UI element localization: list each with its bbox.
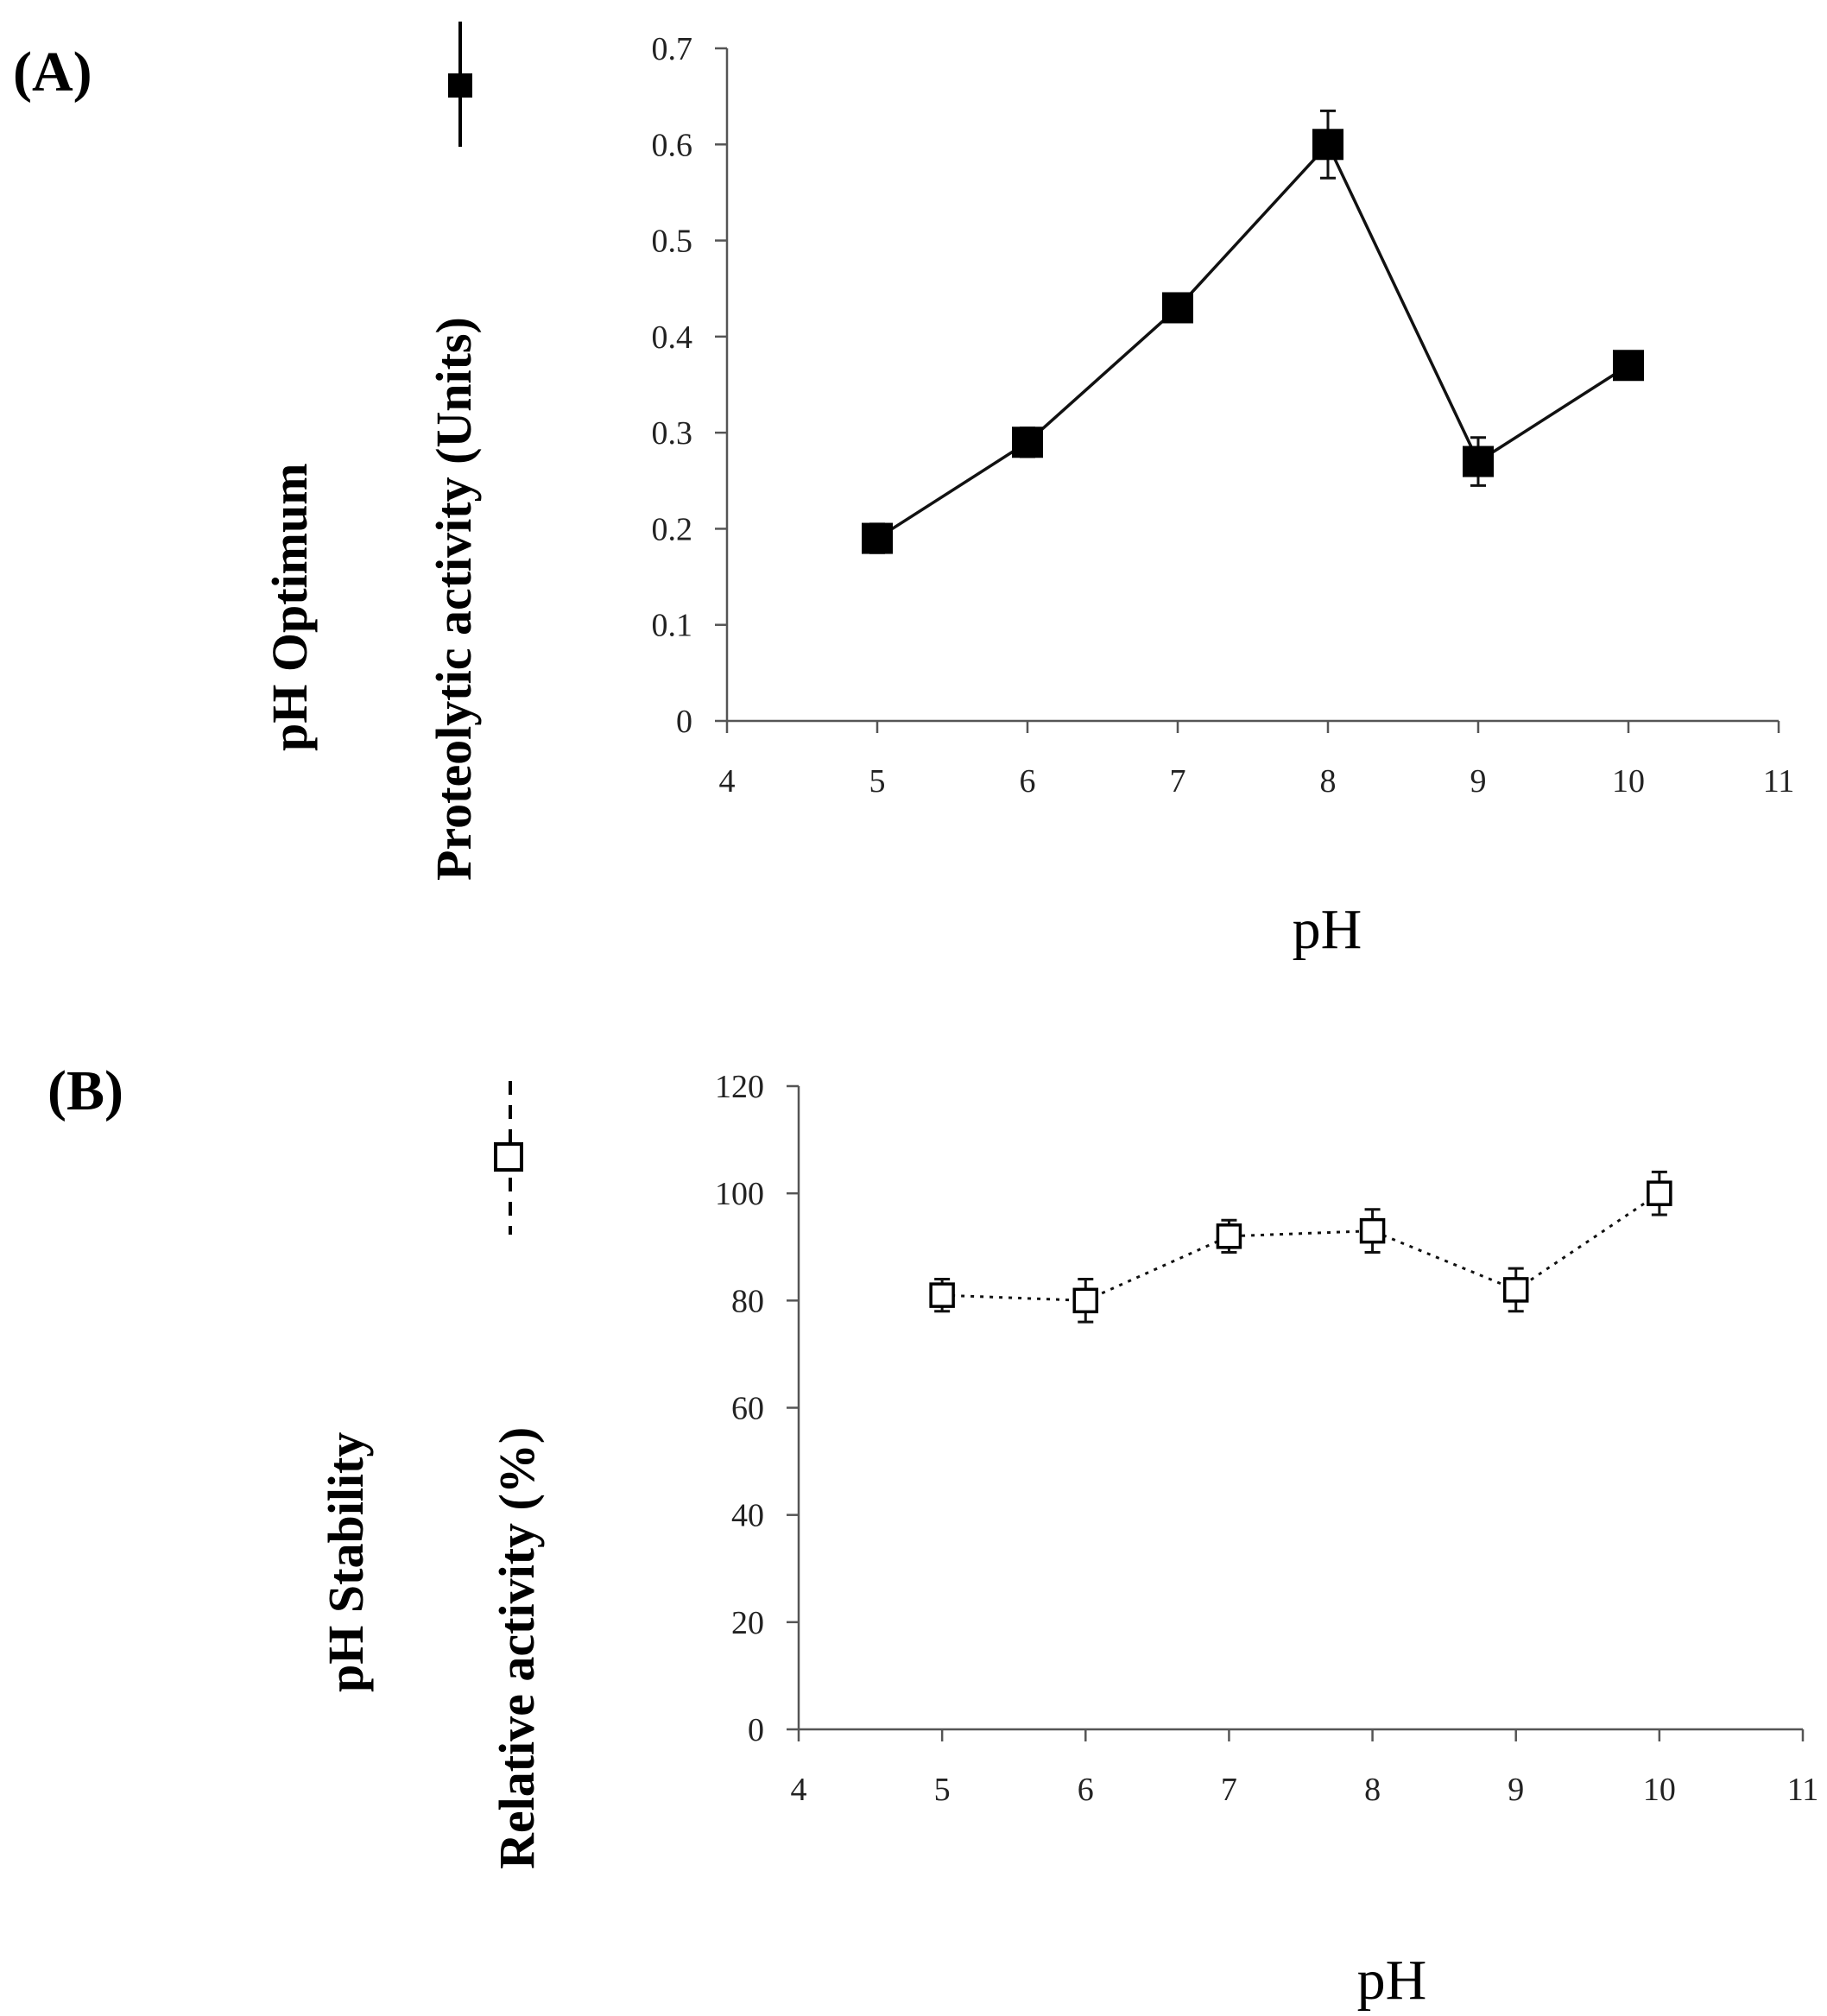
panel-b-legend <box>494 1081 523 1235</box>
panel-b-data-point <box>929 1282 955 1308</box>
panel-b-x-tick-label: 6 <box>1078 1772 1094 1808</box>
panel-b-x-tick-label: 8 <box>1364 1772 1381 1808</box>
panel-b-y-tick-label: 60 <box>731 1391 764 1427</box>
panel-a-y-tick-label: 0.3 <box>652 415 693 452</box>
panel-a-y-tick-label: 0.6 <box>652 127 693 163</box>
panel-b-y-tick-label: 80 <box>731 1283 764 1319</box>
panel-a-data-point <box>1012 427 1043 458</box>
panel-b-side-label: pH Stability <box>318 1432 374 1692</box>
panel-b-data-point <box>1359 1217 1386 1244</box>
panel-b-x-tick-label: 9 <box>1508 1772 1524 1808</box>
panel-a-x-tick-label: 10 <box>1612 763 1645 799</box>
panel-b-y-tick-label: 100 <box>715 1176 764 1212</box>
panel-b-series-line <box>942 1191 1660 1302</box>
panel-b: (B) pH Stability Relative activity (%) 0… <box>47 1059 1818 2012</box>
panel-a-data-point <box>1613 350 1644 382</box>
panel-a-y-tick-label: 0.1 <box>652 608 693 644</box>
panel-a-legend <box>448 22 472 147</box>
panel-a-side-label: pH Optimum <box>262 463 318 751</box>
panel-b-label: (B) <box>47 1059 123 1122</box>
panel-b-legend-marker-icon <box>494 1142 523 1172</box>
panel-b-x-tick-label: 4 <box>791 1772 807 1808</box>
panel-b-x-tick-label: 5 <box>934 1772 951 1808</box>
panel-a-x-tick-label: 11 <box>1763 763 1795 799</box>
panel-b-x-tick-label: 10 <box>1643 1772 1676 1808</box>
panel-b-y-tick-label: 40 <box>731 1498 764 1534</box>
panel-a-label: (A) <box>13 41 92 104</box>
panel-a-x-tick-label: 8 <box>1320 763 1337 799</box>
panel-a-x-tick-label: 9 <box>1470 763 1487 799</box>
panel-a-x-tick-label: 6 <box>1020 763 1036 799</box>
panel-b-y-axis-title: Relative activity (%) <box>489 1427 545 1869</box>
panel-a-x-tick-label: 7 <box>1170 763 1186 799</box>
panel-a-y-tick-label: 0.2 <box>652 511 693 547</box>
panel-a-y-tick-label: 0.4 <box>652 319 693 356</box>
panel-b-data-point <box>1502 1277 1529 1303</box>
panel-a-x-tick-label: 5 <box>869 763 886 799</box>
panel-b-y-tick-label: 120 <box>715 1069 764 1105</box>
panel-a-data-point <box>1162 292 1193 324</box>
panel-a-y-tick-label: 0.7 <box>652 31 693 67</box>
panel-b-x-tick-label: 11 <box>1787 1772 1819 1808</box>
panel-a-legend-marker-icon <box>448 73 472 98</box>
panel-b-y-tick-label: 0 <box>748 1712 764 1748</box>
panel-a-data-point <box>1463 446 1494 477</box>
panel-b-data-point <box>1647 1180 1672 1206</box>
panel-a-y-tick-label: 0.5 <box>652 224 693 260</box>
panel-a-series-line <box>876 142 1629 540</box>
panel-a-y-axis-title: Proteolytic activity (Units) <box>426 317 482 881</box>
panel-b-data-point <box>1216 1223 1242 1249</box>
panel-b-axes: 0 20 40 60 80 100 120 4 5 6 7 8 9 10 11 <box>715 1069 1818 1808</box>
panel-b-x-axis-title: pH <box>1357 1949 1427 2012</box>
panel-b-data-point <box>1072 1287 1099 1314</box>
panel-a-data-point <box>862 522 893 554</box>
panel-a: (A) pH Optimum Proteolytic activity (Uni… <box>13 22 1794 961</box>
panel-a-data-point <box>1312 129 1343 161</box>
panel-a-axes: 0 0.1 0.2 0.3 0.4 0.5 0.6 0.7 4 5 6 7 8 9 10 11 <box>652 31 1795 799</box>
panel-a-y-tick-label: 0 <box>676 704 692 740</box>
panel-b-x-tick-label: 7 <box>1221 1772 1237 1808</box>
panel-a-x-tick-label: 4 <box>719 763 736 799</box>
panel-b-y-tick-label: 20 <box>731 1605 764 1641</box>
panel-a-x-axis-title: pH <box>1293 898 1362 961</box>
